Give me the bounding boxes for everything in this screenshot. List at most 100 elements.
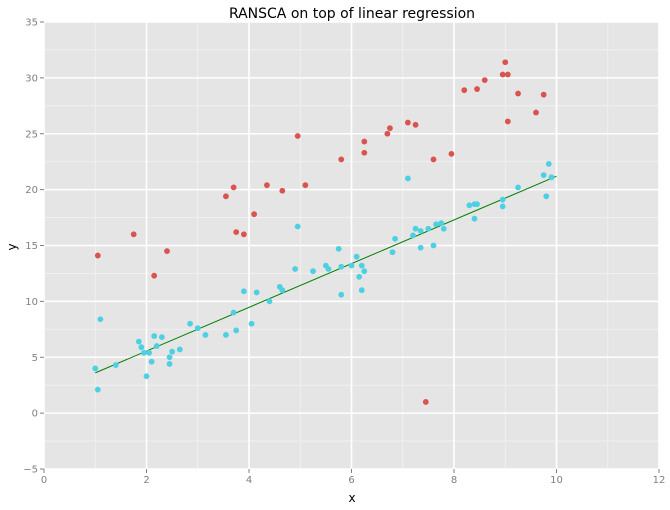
x-tick-label: 10: [550, 475, 563, 486]
outlier-point: [504, 71, 511, 78]
inlier-point: [338, 263, 345, 270]
inlier-point: [499, 196, 506, 203]
outlier-point: [294, 133, 301, 139]
inlier-point: [410, 232, 416, 239]
outlier-point: [361, 138, 368, 145]
inlier-point: [176, 346, 183, 353]
inlier-point: [335, 245, 342, 252]
inlier-point: [166, 354, 173, 361]
inlier-point: [97, 316, 104, 323]
outlier-point: [279, 187, 286, 194]
inlier-point: [279, 287, 286, 294]
y-tick-label: 35: [25, 18, 38, 29]
regression-line-layer: [95, 175, 557, 374]
outlier-point: [515, 90, 521, 97]
inlier-point: [361, 268, 368, 275]
y-axis-ticks: −5 0 5 10 15 20 25 30 35: [23, 18, 44, 476]
outlier-point: [240, 231, 247, 238]
y-axis-label: y: [5, 243, 19, 250]
inlier-point: [148, 358, 155, 365]
x-tick-label: 12: [653, 475, 666, 486]
outlier-point: [422, 399, 429, 405]
inlier-point: [94, 386, 101, 393]
outlier-point: [361, 149, 368, 156]
inlier-point: [515, 184, 521, 191]
inlier-point: [348, 262, 355, 269]
data-points: [92, 59, 555, 405]
y-tick-label: 30: [25, 73, 38, 84]
inlier-point: [187, 320, 193, 327]
inlier-point: [310, 268, 316, 275]
inlier-point: [417, 244, 424, 251]
inlier-point: [230, 309, 237, 316]
inlier-point: [404, 175, 411, 182]
y-tick-label: 15: [25, 241, 38, 252]
inlier-point: [240, 288, 247, 295]
inlier-point: [253, 289, 260, 296]
inlier-point: [248, 320, 255, 327]
inlier-point: [430, 242, 437, 249]
y-tick-label: −5: [23, 465, 38, 476]
outlier-point: [540, 91, 547, 98]
inlier-point: [440, 225, 447, 232]
outlier-point: [384, 130, 391, 137]
inlier-point: [169, 348, 176, 355]
x-tick-label: 4: [246, 475, 252, 486]
inlier-point: [543, 193, 550, 200]
inlier-point: [338, 291, 345, 298]
x-tick-label: 8: [451, 475, 457, 486]
inlier-point: [202, 332, 209, 338]
y-tick-label: 5: [32, 353, 38, 364]
inlier-point: [438, 220, 445, 227]
outlier-point: [94, 252, 101, 259]
inlier-point: [135, 338, 142, 345]
x-tick-label: 0: [41, 475, 47, 486]
inlier-point: [466, 202, 473, 209]
inlier-point: [141, 349, 147, 356]
inlier-point: [417, 228, 424, 234]
outlier-point: [533, 109, 539, 116]
chart-title: RANSCA on top of linear regression: [229, 6, 475, 22]
inlier-point: [153, 343, 160, 349]
outlier-point: [338, 156, 345, 163]
inlier-point: [425, 225, 432, 232]
outlier-point: [504, 118, 511, 125]
y-tick-label: 25: [25, 129, 38, 140]
inlier-point: [194, 325, 201, 332]
inlier-point: [545, 161, 552, 167]
inlier-point: [292, 266, 299, 272]
regression-line: [95, 175, 557, 374]
outlier-point: [233, 229, 240, 235]
inlier-point: [358, 287, 365, 294]
inlier-point: [223, 332, 229, 338]
x-tick-label: 2: [143, 475, 149, 486]
outlier-point: [130, 231, 137, 238]
y-tick-label: 20: [25, 185, 38, 196]
inlier-point: [294, 223, 301, 230]
inlier-point: [166, 361, 173, 367]
inlier-point: [92, 365, 99, 372]
inlier-point: [433, 221, 439, 228]
y-tick-label: 0: [32, 409, 38, 420]
inlier-point: [266, 298, 273, 305]
outlier-point: [502, 59, 509, 66]
inlier-point: [356, 273, 363, 280]
inlier-point: [112, 362, 119, 368]
inlier-point: [358, 262, 365, 269]
inlier-point: [138, 344, 145, 351]
outlier-point: [412, 121, 419, 128]
outlier-point: [151, 272, 158, 279]
x-axis-label: x: [348, 491, 355, 505]
outlier-point: [264, 182, 270, 189]
inlier-point: [389, 249, 396, 256]
inlier-point: [499, 203, 506, 210]
outlier-point: [448, 150, 455, 157]
inlier-point: [233, 327, 240, 334]
inlier-point: [474, 201, 480, 208]
inlier-point: [158, 334, 165, 341]
inlier-point: [353, 253, 360, 260]
inlier-point: [412, 225, 419, 232]
outlier-point: [251, 211, 258, 218]
outlier-point: [474, 86, 480, 92]
